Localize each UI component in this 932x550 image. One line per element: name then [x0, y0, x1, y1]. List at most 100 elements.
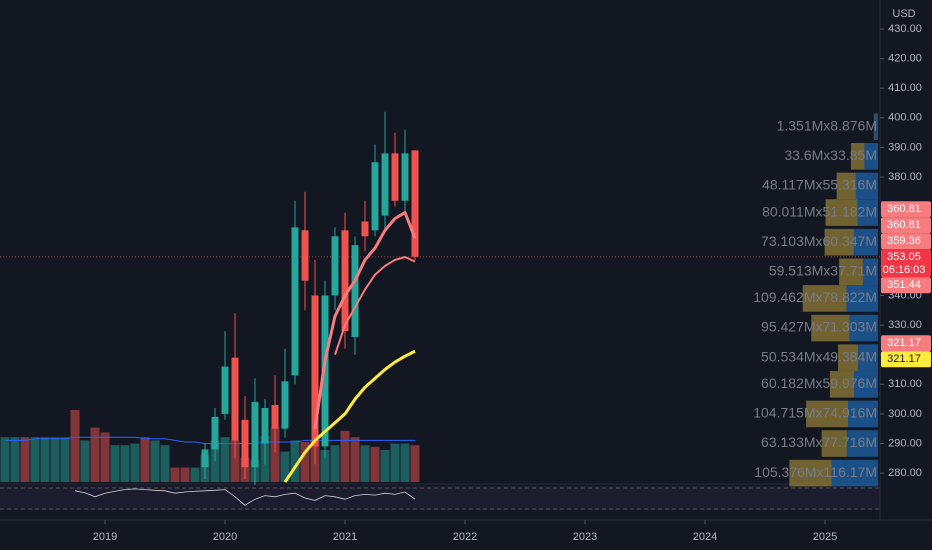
candle-body [281, 381, 289, 429]
profile-down [846, 430, 878, 457]
candle-body [291, 227, 299, 376]
volume-bar [190, 467, 200, 482]
volume-bar [280, 451, 290, 482]
volume-bar [0, 437, 10, 482]
volume-bar [410, 445, 420, 482]
profile-up [829, 370, 855, 398]
profile-up [802, 285, 847, 312]
volume-bar [20, 437, 30, 482]
profile-down [854, 370, 878, 398]
profile-down [853, 228, 878, 256]
candle-body [231, 357, 239, 441]
volume-bar [350, 437, 360, 482]
volume-bar [360, 445, 370, 482]
profile-down [831, 459, 878, 487]
candle-body [371, 162, 379, 231]
candle-body [241, 419, 249, 468]
volume-bar [90, 427, 100, 482]
volume-bar [320, 450, 330, 482]
profile-up [811, 314, 850, 342]
profile-label: 95.427Mx71.303M [761, 319, 877, 335]
profile-up [821, 430, 847, 457]
ma-line [283, 349, 416, 483]
volume-bar [10, 437, 20, 482]
x-tick-label: 2019 [93, 531, 117, 543]
profile-up [789, 459, 832, 487]
candle-body [331, 236, 339, 296]
profile-label: 48.117Mx55.316M [762, 177, 877, 193]
price-badge-label: 353.05 [887, 251, 921, 263]
profile-down [848, 400, 878, 428]
profile-up [873, 113, 875, 141]
profile-down [862, 258, 878, 286]
price-badge-label: 359.36 [887, 235, 921, 247]
candle-body [201, 449, 209, 468]
candle-body [221, 366, 229, 414]
price-badge-label: 321.17 [887, 337, 921, 349]
price-badge-label: 321.17 [887, 353, 921, 365]
price-badge-countdown: 06:16:03 [883, 264, 926, 276]
volume-bar [50, 437, 60, 482]
volume-bar [160, 445, 170, 482]
volume-bar [140, 437, 150, 482]
volume-bar [80, 440, 90, 482]
profile-label: 59.513Mx37.71M [769, 262, 877, 278]
volume-bar [40, 437, 50, 482]
y-tick-label: 280.00 [888, 467, 922, 479]
candle-body [211, 416, 219, 450]
volume-bar [270, 427, 280, 482]
volume-bar [340, 430, 350, 482]
candle-body [411, 150, 419, 257]
candle-body [251, 402, 259, 468]
y-tick-label: 380.00 [888, 171, 922, 183]
y-tick-label: 420.00 [888, 53, 922, 65]
volume-bar [230, 440, 240, 482]
profile-label: 1.351Mx8.876M [777, 117, 877, 133]
profile-down [849, 314, 878, 342]
x-tick-label: 2024 [693, 531, 717, 543]
volume-bar [30, 437, 40, 482]
profile-label: 60.182Mx59.976M [761, 375, 877, 391]
profile-label: 80.011Mx51.182M [762, 203, 877, 219]
price-badge [881, 249, 931, 278]
profile-label: 50.534Mx49.384M [761, 348, 877, 364]
candle-body [351, 245, 359, 337]
profile-down [857, 199, 878, 226]
candle-body [301, 230, 309, 281]
y-tick-label: 400.00 [888, 112, 922, 124]
volume-bar [60, 437, 70, 482]
candle-body [401, 153, 409, 201]
profile-up [839, 258, 863, 286]
y-tick-label: 290.00 [888, 437, 922, 449]
volume-bar [130, 443, 140, 482]
currency-label: USD [892, 8, 915, 20]
price-badge-label: 360.81 [887, 203, 921, 215]
profile-down [855, 172, 878, 200]
x-tick-label: 2023 [573, 531, 597, 543]
profile-label: 105.376Mx116.17M [754, 464, 877, 480]
candle-body [271, 405, 279, 429]
profile-up [838, 344, 859, 371]
volume-bar [290, 440, 300, 482]
price-badge [881, 335, 931, 352]
x-tick-label: 2021 [333, 531, 357, 543]
y-tick-label: 330.00 [888, 319, 922, 331]
price-badge-label: 360.81 [887, 219, 921, 231]
candle-body [321, 295, 329, 447]
profile-up [851, 143, 865, 170]
candle-body [341, 230, 349, 332]
x-tick-label: 2020 [213, 531, 237, 543]
profile-down [858, 344, 878, 371]
x-tick-label: 2025 [813, 531, 837, 543]
volume-bar [70, 410, 80, 482]
price-badge-label: 351.44 [887, 279, 921, 291]
volume-bar [390, 443, 400, 482]
volume-bar [220, 437, 230, 482]
candle-body [311, 295, 319, 447]
volume-bar [110, 445, 120, 482]
profile-label: 73.103Mx60.347M [761, 233, 877, 249]
volume-bar [170, 467, 180, 482]
y-tick-label: 390.00 [888, 141, 922, 153]
profile-up [825, 199, 858, 226]
